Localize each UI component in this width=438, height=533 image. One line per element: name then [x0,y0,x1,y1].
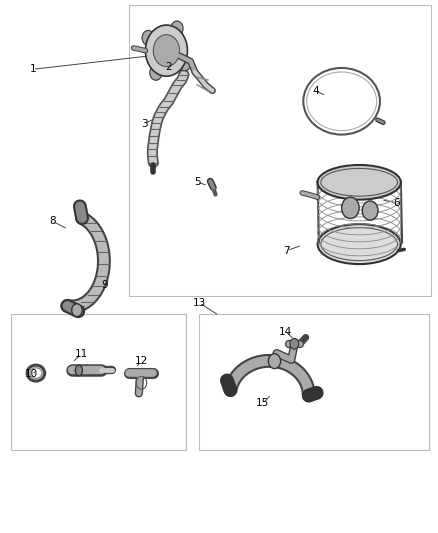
Circle shape [290,338,299,349]
Text: 5: 5 [194,177,201,187]
Circle shape [171,21,183,36]
Circle shape [342,197,359,219]
Ellipse shape [318,165,401,200]
Text: 12: 12 [134,357,148,366]
Ellipse shape [318,224,401,264]
Circle shape [153,35,180,67]
Bar [199,314,429,450]
Circle shape [268,354,281,369]
Circle shape [72,304,82,317]
Bar [129,5,431,296]
Bar [11,314,186,450]
Text: 15: 15 [256,399,269,408]
Text: 2: 2 [165,62,172,71]
Text: 6: 6 [393,198,400,207]
Text: 14: 14 [279,327,292,336]
Text: 13: 13 [193,298,206,308]
Text: 1: 1 [29,64,36,74]
Text: 4: 4 [312,86,319,95]
Circle shape [145,25,187,76]
Text: 8: 8 [49,216,56,226]
Circle shape [362,201,378,220]
Text: 10: 10 [25,369,38,379]
Text: 7: 7 [283,246,290,255]
Text: 11: 11 [74,350,88,359]
Circle shape [142,30,154,45]
Circle shape [179,56,191,71]
Circle shape [150,66,162,80]
Text: 3: 3 [141,119,148,128]
Text: 9: 9 [102,280,109,290]
Ellipse shape [75,365,82,376]
